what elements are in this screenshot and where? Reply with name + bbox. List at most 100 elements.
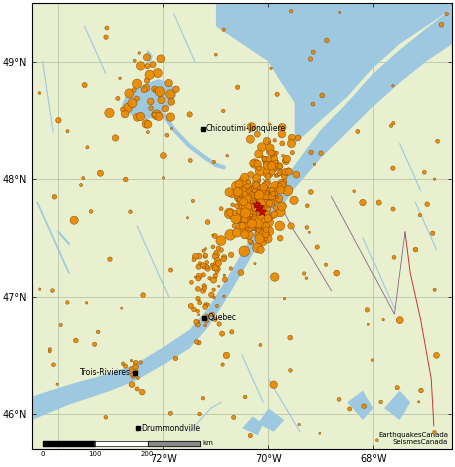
Point bbox=[266, 160, 273, 168]
Point bbox=[221, 276, 228, 283]
Point bbox=[369, 356, 376, 364]
Point bbox=[267, 188, 274, 195]
Point bbox=[156, 90, 163, 98]
Point bbox=[192, 253, 199, 260]
Point bbox=[193, 338, 200, 346]
Point bbox=[263, 162, 271, 169]
Point bbox=[389, 120, 397, 127]
Point bbox=[252, 203, 259, 211]
Point bbox=[134, 374, 142, 382]
Point bbox=[254, 221, 262, 228]
Point bbox=[142, 84, 150, 92]
Point bbox=[203, 263, 211, 270]
Point bbox=[210, 158, 217, 166]
Point bbox=[223, 352, 230, 359]
Point bbox=[254, 130, 261, 138]
Point bbox=[122, 176, 129, 183]
Point bbox=[199, 287, 207, 295]
Point bbox=[272, 204, 279, 212]
Point bbox=[282, 177, 289, 185]
Point bbox=[265, 219, 272, 226]
Polygon shape bbox=[121, 79, 177, 120]
Point bbox=[238, 187, 245, 195]
Point bbox=[233, 192, 241, 199]
Point bbox=[256, 184, 263, 191]
Point bbox=[263, 137, 270, 145]
Point bbox=[233, 183, 240, 190]
Point bbox=[151, 85, 158, 93]
Point bbox=[390, 254, 398, 261]
Point bbox=[261, 181, 268, 189]
Point bbox=[195, 296, 202, 303]
Point bbox=[246, 203, 253, 211]
Point bbox=[350, 187, 358, 195]
Point bbox=[163, 131, 171, 139]
Point bbox=[243, 208, 250, 215]
Point bbox=[396, 316, 403, 324]
Point bbox=[267, 172, 274, 179]
Point bbox=[228, 251, 235, 259]
Point bbox=[143, 54, 151, 61]
Point bbox=[97, 170, 104, 177]
Point bbox=[278, 180, 286, 187]
Point bbox=[273, 91, 281, 98]
Point bbox=[346, 405, 353, 413]
Point bbox=[264, 235, 272, 242]
Point bbox=[256, 224, 263, 231]
Point bbox=[229, 201, 236, 208]
Point bbox=[204, 219, 211, 226]
Point bbox=[190, 256, 197, 263]
Point bbox=[256, 220, 263, 227]
Point bbox=[223, 152, 231, 159]
Point bbox=[200, 264, 207, 271]
Point bbox=[389, 205, 397, 213]
Point bbox=[248, 123, 255, 131]
Point bbox=[212, 260, 219, 268]
Point bbox=[429, 229, 436, 237]
Point bbox=[102, 34, 110, 41]
Point bbox=[72, 337, 80, 344]
Point bbox=[269, 212, 277, 219]
Point bbox=[238, 191, 245, 198]
Point bbox=[203, 313, 210, 320]
Point bbox=[167, 91, 174, 98]
Point bbox=[219, 361, 226, 368]
Point bbox=[203, 259, 210, 266]
Point bbox=[268, 64, 275, 72]
Point bbox=[287, 334, 294, 341]
Point bbox=[354, 127, 361, 135]
Point bbox=[277, 163, 284, 170]
Point bbox=[262, 159, 269, 167]
Point bbox=[263, 178, 271, 186]
Point bbox=[256, 206, 263, 213]
Point bbox=[215, 260, 222, 267]
Point bbox=[172, 85, 180, 93]
Point bbox=[266, 227, 273, 235]
Point bbox=[231, 222, 238, 229]
Point bbox=[271, 150, 278, 157]
Point bbox=[112, 134, 119, 142]
Point bbox=[309, 100, 317, 108]
Polygon shape bbox=[347, 390, 374, 420]
Point bbox=[288, 140, 295, 147]
Point bbox=[202, 301, 209, 309]
Point bbox=[273, 185, 280, 193]
Point bbox=[253, 174, 260, 182]
Point bbox=[255, 226, 263, 234]
Point bbox=[267, 160, 274, 167]
Point bbox=[240, 177, 247, 184]
Point bbox=[262, 199, 269, 207]
Point bbox=[141, 86, 148, 93]
Point bbox=[196, 299, 203, 306]
Point bbox=[131, 86, 138, 94]
Point bbox=[231, 209, 238, 217]
Point bbox=[277, 186, 284, 194]
Point bbox=[417, 387, 425, 394]
Point bbox=[195, 311, 202, 318]
Point bbox=[220, 293, 228, 300]
Point bbox=[282, 170, 289, 177]
Point bbox=[84, 143, 91, 151]
Point bbox=[51, 193, 58, 200]
Point bbox=[130, 373, 137, 381]
Point bbox=[434, 137, 441, 145]
